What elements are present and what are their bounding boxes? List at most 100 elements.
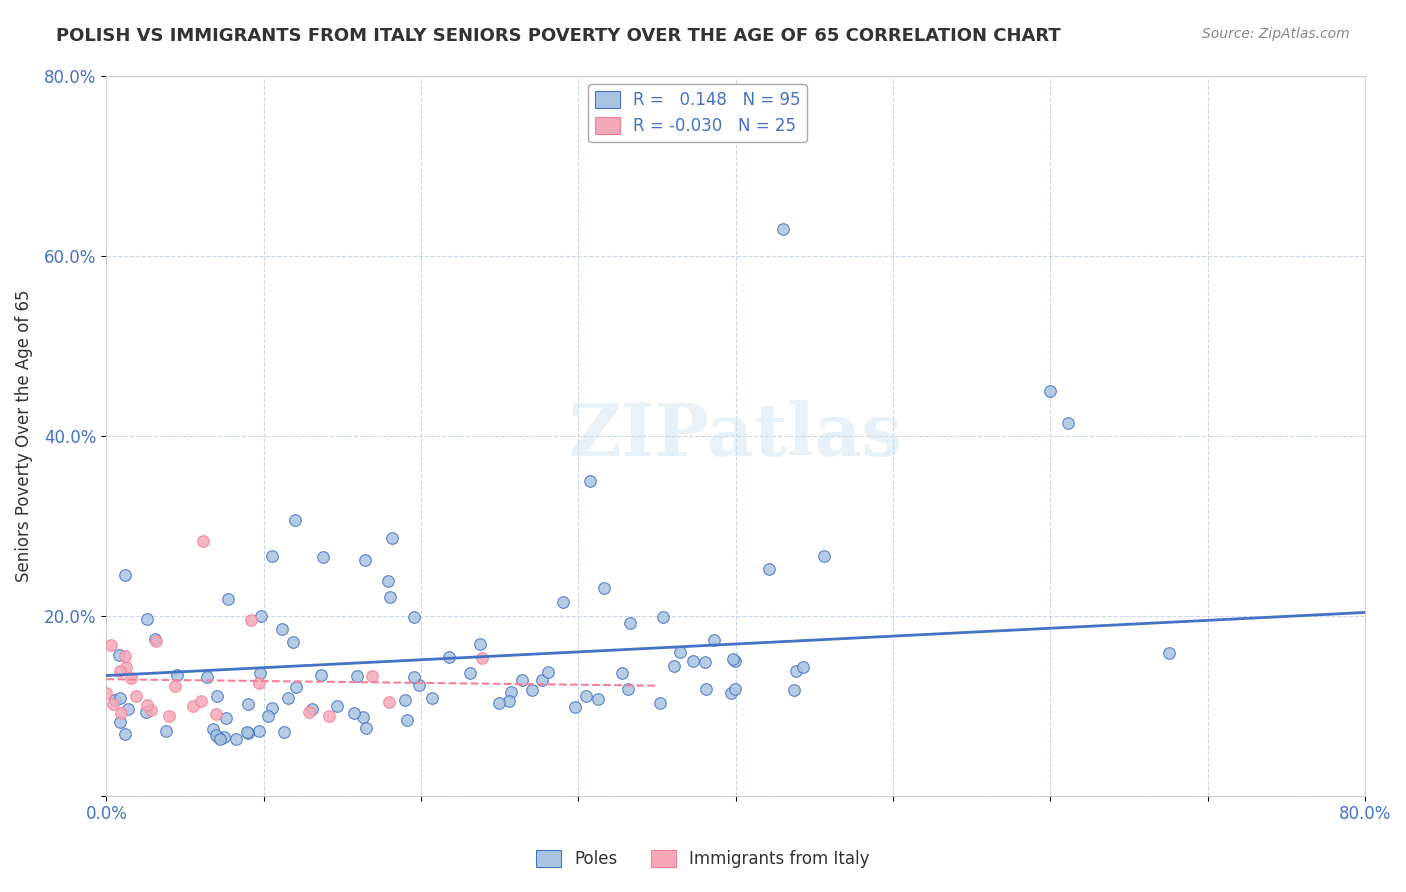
Point [155, 724, 177, 739]
Point [772, 221, 794, 235]
Point [108, 648, 131, 662]
Point [195, 670, 218, 684]
Point [564, 699, 586, 714]
Point [247, 675, 270, 690]
Point [695, 682, 717, 697]
Point [488, 697, 510, 711]
Point [311, 668, 333, 682]
Point [240, 613, 263, 627]
Point [104, 693, 127, 707]
Point [652, 610, 675, 624]
Point [120, 671, 142, 685]
Point [212, 730, 235, 744]
Point [108, 664, 131, 678]
Point [792, 660, 814, 674]
Point [136, 698, 159, 712]
Point [354, 553, 377, 567]
Point [215, 711, 238, 725]
Point [758, 562, 780, 576]
Point [343, 706, 366, 720]
Point [721, 651, 744, 665]
Point [695, 655, 717, 669]
Point [579, 474, 602, 488]
Point [135, 612, 157, 626]
Point [510, 673, 533, 687]
Point [284, 513, 307, 527]
Point [619, 616, 641, 631]
Point [235, 725, 257, 739]
Text: ZIPatlas: ZIPatlas [568, 401, 903, 471]
Point [249, 665, 271, 680]
Legend: R =   0.148   N = 95, R = -0.030   N = 25: R = 0.148 N = 95, R = -0.030 N = 25 [588, 84, 807, 142]
Point [312, 550, 335, 565]
Point [498, 694, 520, 708]
Point [281, 635, 304, 649]
Point [1159, 646, 1181, 660]
Point [166, 668, 188, 682]
Point [108, 715, 131, 730]
Point [360, 669, 382, 683]
Y-axis label: Seniors Poverty Over the Age of 65: Seniors Poverty Over the Age of 65 [15, 289, 32, 582]
Point [273, 724, 295, 739]
Point [257, 709, 280, 723]
Point [236, 697, 259, 711]
Point [553, 595, 575, 609]
Point [207, 689, 229, 703]
Point [381, 532, 404, 546]
Text: Source: ZipAtlas.com: Source: ZipAtlas.com [1202, 27, 1350, 41]
Point [205, 707, 228, 722]
Point [610, 666, 633, 681]
Point [394, 692, 416, 706]
Point [110, 706, 132, 720]
Point [437, 650, 460, 665]
Point [238, 726, 260, 740]
Point [813, 549, 835, 563]
Point [114, 568, 136, 582]
Point [163, 679, 186, 693]
Text: POLISH VS IMMIGRANTS FROM ITALY SENIORS POVERTY OVER THE AGE OF 65 CORRELATION C: POLISH VS IMMIGRANTS FROM ITALY SENIORS … [56, 27, 1062, 45]
Point [592, 581, 614, 595]
Point [204, 728, 226, 742]
Point [402, 610, 425, 624]
Point [108, 690, 131, 705]
Point [352, 709, 374, 723]
Point [1039, 384, 1062, 398]
Point [537, 665, 560, 679]
Point [141, 703, 163, 717]
Point [724, 654, 747, 668]
Point [190, 694, 212, 708]
Point [378, 695, 401, 709]
Point [135, 706, 157, 720]
Point [408, 678, 430, 692]
Point [404, 670, 426, 684]
Point [207, 730, 229, 744]
Point [380, 590, 402, 604]
Point [208, 732, 231, 747]
Point [499, 685, 522, 699]
Point [181, 698, 204, 713]
Point [301, 702, 323, 716]
Point [1056, 416, 1078, 430]
Point [326, 698, 349, 713]
Point [297, 705, 319, 719]
Point [468, 637, 491, 651]
Point [471, 651, 494, 665]
Point [662, 659, 685, 673]
Point [217, 592, 239, 607]
Point [650, 696, 672, 710]
Point [720, 686, 742, 700]
Point [458, 665, 481, 680]
Point [96, 686, 118, 700]
Point [124, 689, 146, 703]
Point [586, 692, 609, 706]
Point [785, 665, 807, 679]
Point [530, 673, 553, 687]
Point [157, 708, 180, 723]
Point [682, 654, 704, 668]
Point [616, 681, 638, 696]
Point [193, 533, 215, 548]
Point [100, 638, 122, 652]
Point [101, 697, 124, 711]
Point [249, 723, 271, 738]
Point [377, 574, 399, 588]
